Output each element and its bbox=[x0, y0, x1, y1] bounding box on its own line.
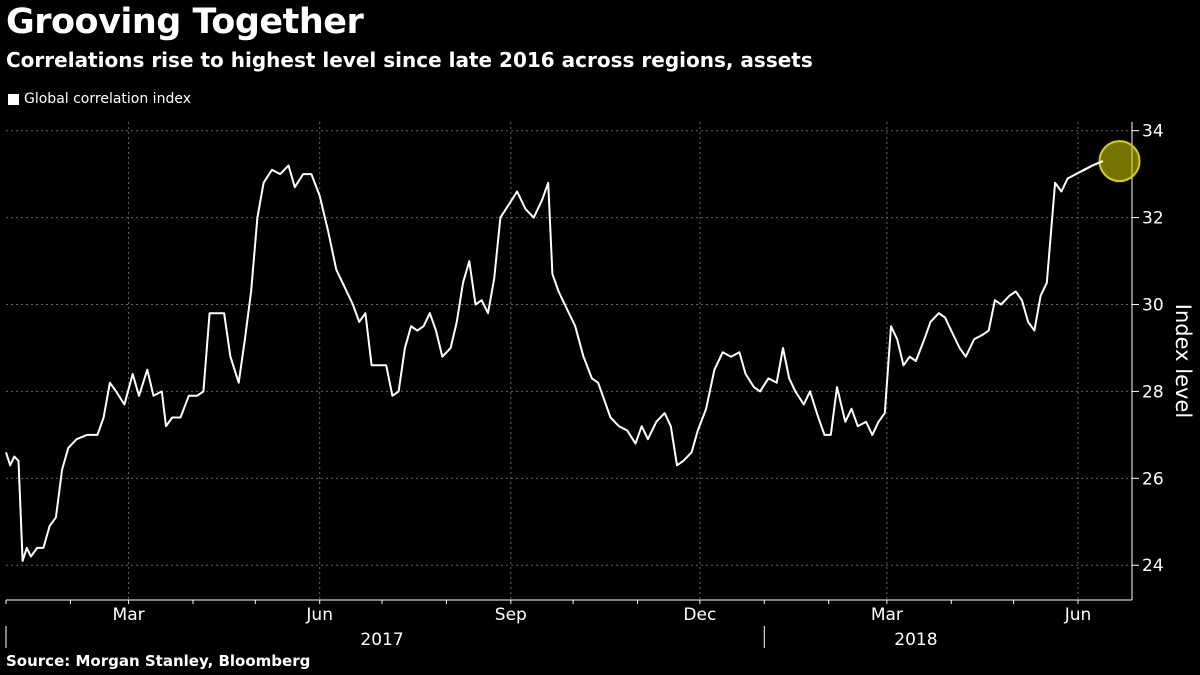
chart-subtitle: Correlations rise to highest level since… bbox=[6, 48, 813, 72]
x-tick-label: Mar bbox=[871, 605, 903, 625]
axis-layer: 24 26 28 30 32 34 Mar Jun Sep Dec Mar Jun 2017 2018 In… bbox=[5, 122, 1195, 650]
source-note: Source: Morgan Stanley, Bloomberg bbox=[6, 652, 311, 670]
y-tick-label: 30 bbox=[1142, 296, 1164, 316]
y-tick-label: 28 bbox=[1142, 382, 1164, 402]
grid-layer bbox=[6, 122, 1132, 600]
series-layer bbox=[5, 160, 1104, 562]
x-tick-label: Dec bbox=[683, 605, 716, 625]
x-tick-label: Mar bbox=[113, 605, 145, 625]
series-line bbox=[5, 160, 1104, 562]
chart-title: Grooving Together bbox=[6, 2, 364, 42]
x-tick-label: Jun bbox=[1064, 605, 1092, 625]
year-label: 2017 bbox=[360, 630, 403, 650]
highlight-layer bbox=[1075, 140, 1141, 183]
y-tick-label: 32 bbox=[1142, 209, 1164, 229]
highlight-circle bbox=[1098, 140, 1141, 183]
legend-label: Global correlation index bbox=[24, 91, 191, 107]
series-line-tail bbox=[1075, 160, 1104, 175]
y-tick-label: 34 bbox=[1142, 122, 1164, 142]
legend-swatch bbox=[8, 93, 19, 105]
x-tick-label: Sep bbox=[495, 605, 527, 625]
year-label: 2018 bbox=[894, 630, 937, 650]
y-tick-label: 26 bbox=[1142, 469, 1164, 489]
y-axis-title: Index level bbox=[1171, 304, 1195, 418]
legend: Global correlation index bbox=[8, 91, 191, 107]
x-tick-label: Jun bbox=[305, 605, 333, 625]
y-tick-label: 24 bbox=[1142, 556, 1164, 576]
